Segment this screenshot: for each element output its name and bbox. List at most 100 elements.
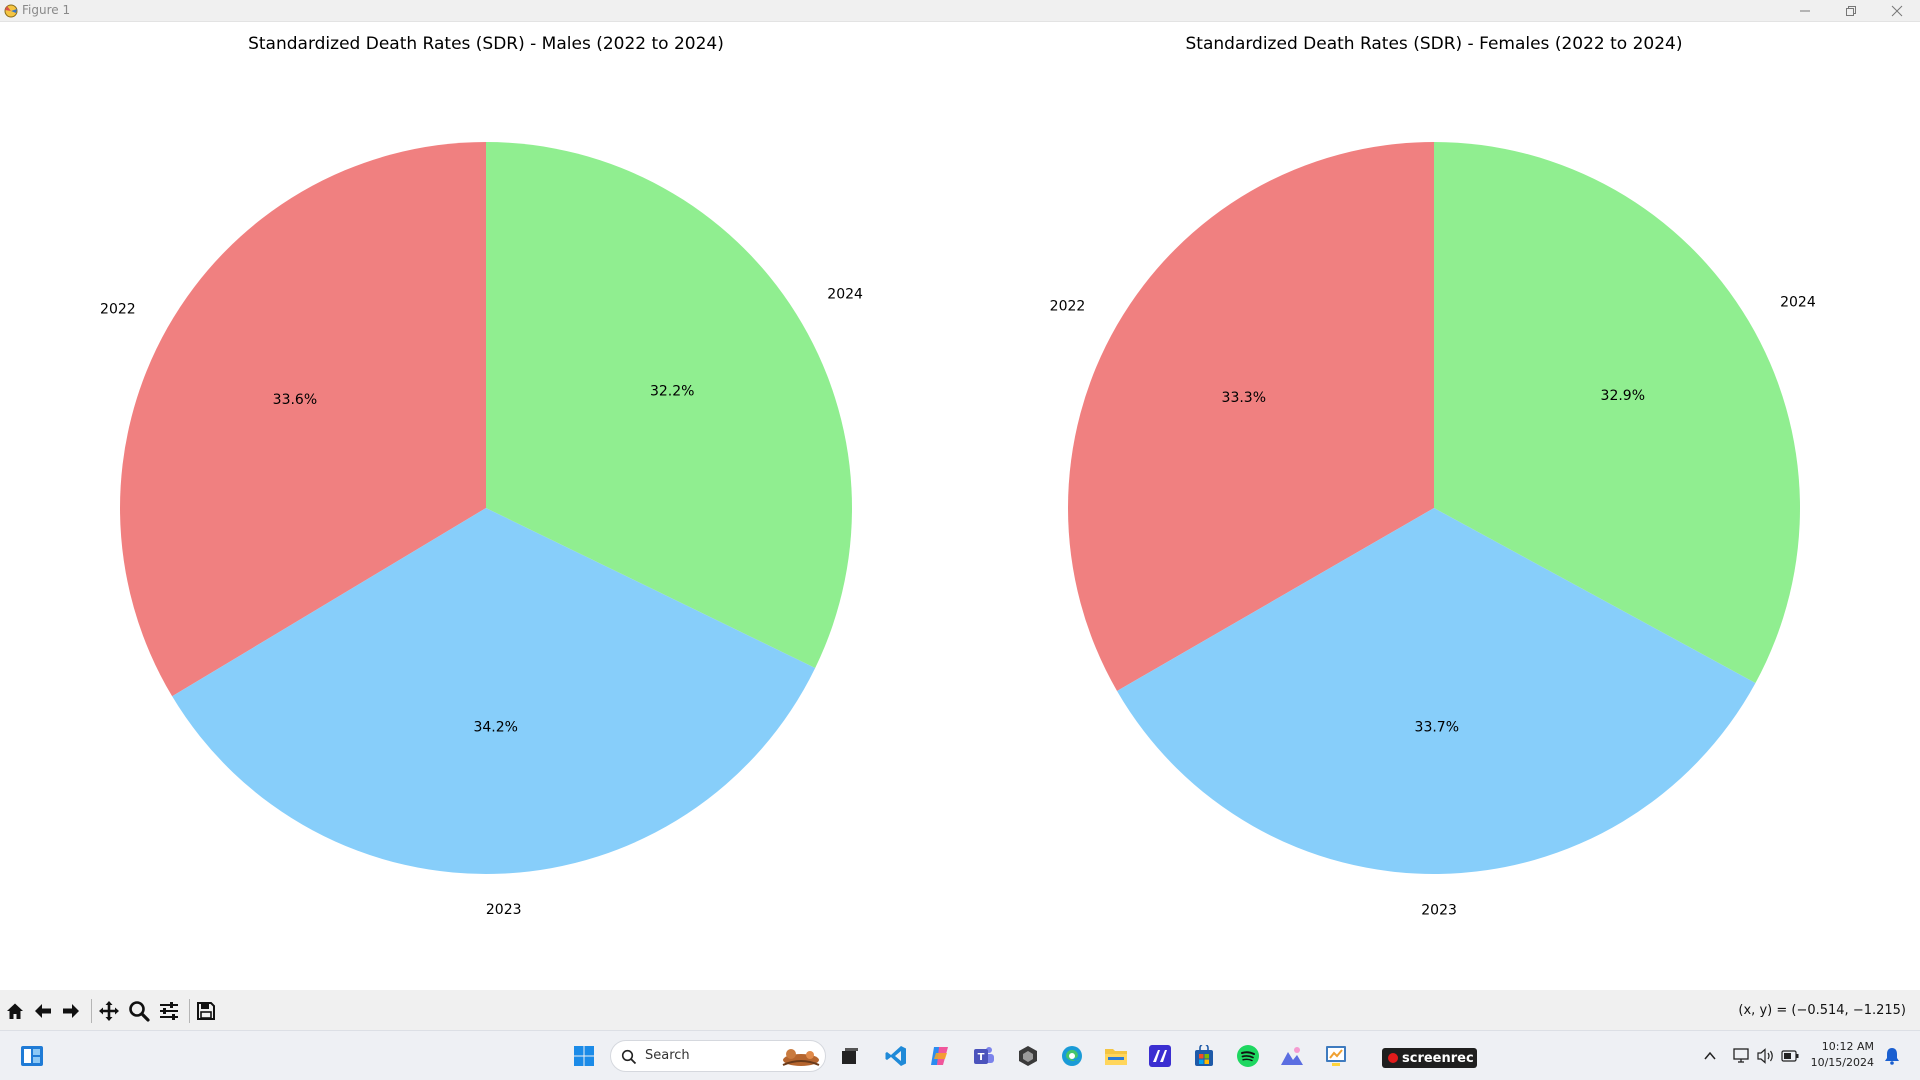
slice-category-label: 2023 (486, 902, 522, 918)
photos-icon (1281, 1047, 1303, 1065)
widgets-button[interactable] (16, 1040, 48, 1072)
taskbar-task-view[interactable] (834, 1040, 866, 1072)
windows-taskbar: Search T screenrec (0, 1030, 1920, 1080)
slice-category-label: 2022 (1050, 299, 1086, 315)
battery-button[interactable] (1774, 1040, 1806, 1072)
pie-chart-1: Standardized Death Rates (SDR) - Males (… (100, 34, 863, 918)
taskbar-app-cube[interactable] (1012, 1040, 1044, 1072)
zoom-icon (129, 1001, 150, 1022)
restore-button[interactable] (1828, 0, 1874, 22)
copilot-icon (931, 1047, 948, 1065)
network-icon (1733, 1048, 1749, 1063)
ai-app-icon (1149, 1045, 1171, 1067)
slice-category-label: 2022 (100, 302, 136, 318)
pie-charts: Standardized Death Rates (SDR) - Males (… (100, 34, 1816, 919)
taskbar-app-ai[interactable] (1144, 1040, 1176, 1072)
folder-icon (1105, 1049, 1127, 1065)
back-icon (35, 1004, 51, 1018)
windows-start-icon (574, 1046, 594, 1066)
chart-title: Standardized Death Rates (SDR) - Females… (1186, 34, 1683, 54)
taskbar-teams[interactable]: T (968, 1040, 1000, 1072)
pan-icon (99, 1001, 119, 1021)
window-title: Figure 1 (22, 3, 71, 17)
start-button[interactable] (568, 1040, 600, 1072)
network-button[interactable] (1726, 1040, 1758, 1072)
taskbar-clock[interactable]: 10:12 AM 10/15/2024 (1808, 1039, 1874, 1071)
search-highlight-icon (782, 1049, 820, 1066)
pie-slice-2024 (1434, 142, 1801, 683)
widgets-icon (21, 1046, 43, 1066)
window-titlebar: Figure 1 (0, 0, 1920, 22)
volume-icon (1757, 1048, 1773, 1064)
pie-slice-2022 (1067, 142, 1434, 691)
home-icon (7, 1003, 23, 1019)
store-icon (1195, 1045, 1213, 1066)
record-dot-icon (1388, 1053, 1398, 1063)
taskbar-vscode[interactable] (880, 1040, 912, 1072)
back-button[interactable] (30, 998, 56, 1024)
notification-bell-icon (1885, 1048, 1899, 1065)
slice-percent-label: 34.2% (473, 719, 517, 735)
taskbar-python-figure[interactable] (1320, 1040, 1352, 1072)
cursor-coordinates: (x, y) = (−0.514, −1.215) (1738, 1003, 1906, 1018)
clock-date: 10/15/2024 (1810, 1056, 1874, 1069)
minimize-button[interactable] (1782, 0, 1828, 22)
notifications-button[interactable] (1876, 1040, 1908, 1072)
taskbar-file-explorer[interactable] (1100, 1040, 1132, 1072)
svg-text:T: T (978, 1052, 985, 1063)
toolbar-separator (189, 999, 190, 1023)
taskbar-search[interactable]: Search (610, 1040, 826, 1072)
python-figure-icon (1326, 1046, 1346, 1066)
minimize-icon (1800, 10, 1810, 12)
vscode-icon (885, 1046, 906, 1066)
slice-percent-label: 33.7% (1415, 720, 1459, 736)
search-icon (621, 1049, 637, 1065)
cube-app-icon (1019, 1046, 1037, 1066)
chart-title: Standardized Death Rates (SDR) - Males (… (248, 34, 724, 54)
save-button[interactable] (193, 998, 219, 1024)
pan-button[interactable] (96, 998, 122, 1024)
slice-percent-label: 32.2% (650, 384, 694, 400)
toolbar-separator (91, 999, 92, 1023)
close-button[interactable] (1874, 0, 1920, 22)
pie-slice-2023 (172, 508, 816, 874)
taskbar-spotify[interactable] (1232, 1040, 1264, 1072)
spotify-icon (1237, 1045, 1259, 1067)
figure-canvas[interactable]: Standardized Death Rates (SDR) - Males (… (0, 22, 1920, 990)
slice-category-label: 2024 (827, 286, 863, 302)
zoom-button[interactable] (126, 998, 152, 1024)
search-label: Search (645, 1048, 690, 1063)
save-icon (197, 1002, 215, 1020)
clock-time: 10:12 AM (1821, 1040, 1874, 1053)
slice-category-label: 2023 (1421, 903, 1457, 919)
teams-icon: T (974, 1047, 994, 1064)
close-icon (1891, 5, 1903, 17)
show-hidden-icons-button[interactable] (1694, 1040, 1726, 1072)
forward-button[interactable] (58, 998, 84, 1024)
slice-percent-label: 33.3% (1222, 390, 1266, 406)
screenrec-label: screenrec (1402, 1050, 1474, 1066)
battery-icon (1781, 1050, 1799, 1062)
pie-slice-2022 (120, 142, 486, 697)
task-view-icon (842, 1048, 858, 1064)
forward-icon (63, 1004, 79, 1018)
navigation-toolbar: (x, y) = (−0.514, −1.215) (0, 990, 1920, 1030)
configure-subplots-icon (160, 1002, 178, 1020)
home-button[interactable] (2, 998, 28, 1024)
slice-percent-label: 33.6% (273, 392, 317, 408)
edge-browser-icon (1062, 1046, 1082, 1066)
restore-icon (1846, 6, 1856, 16)
volume-button[interactable] (1750, 1040, 1782, 1072)
taskbar-edge[interactable] (1056, 1040, 1088, 1072)
taskbar-store[interactable] (1188, 1040, 1220, 1072)
slice-percent-label: 32.9% (1601, 388, 1645, 404)
pie-slice-2024 (486, 142, 852, 668)
taskbar-copilot[interactable] (924, 1040, 956, 1072)
screenrec-indicator[interactable]: screenrec (1382, 1048, 1477, 1068)
pie-chart-2: Standardized Death Rates (SDR) - Females… (1050, 34, 1816, 919)
pie-slice-2023 (1117, 508, 1756, 875)
chevron-up-icon (1704, 1051, 1716, 1060)
configure-subplots-button[interactable] (156, 998, 182, 1024)
slice-category-label: 2024 (1780, 294, 1816, 310)
taskbar-photos[interactable] (1276, 1040, 1308, 1072)
